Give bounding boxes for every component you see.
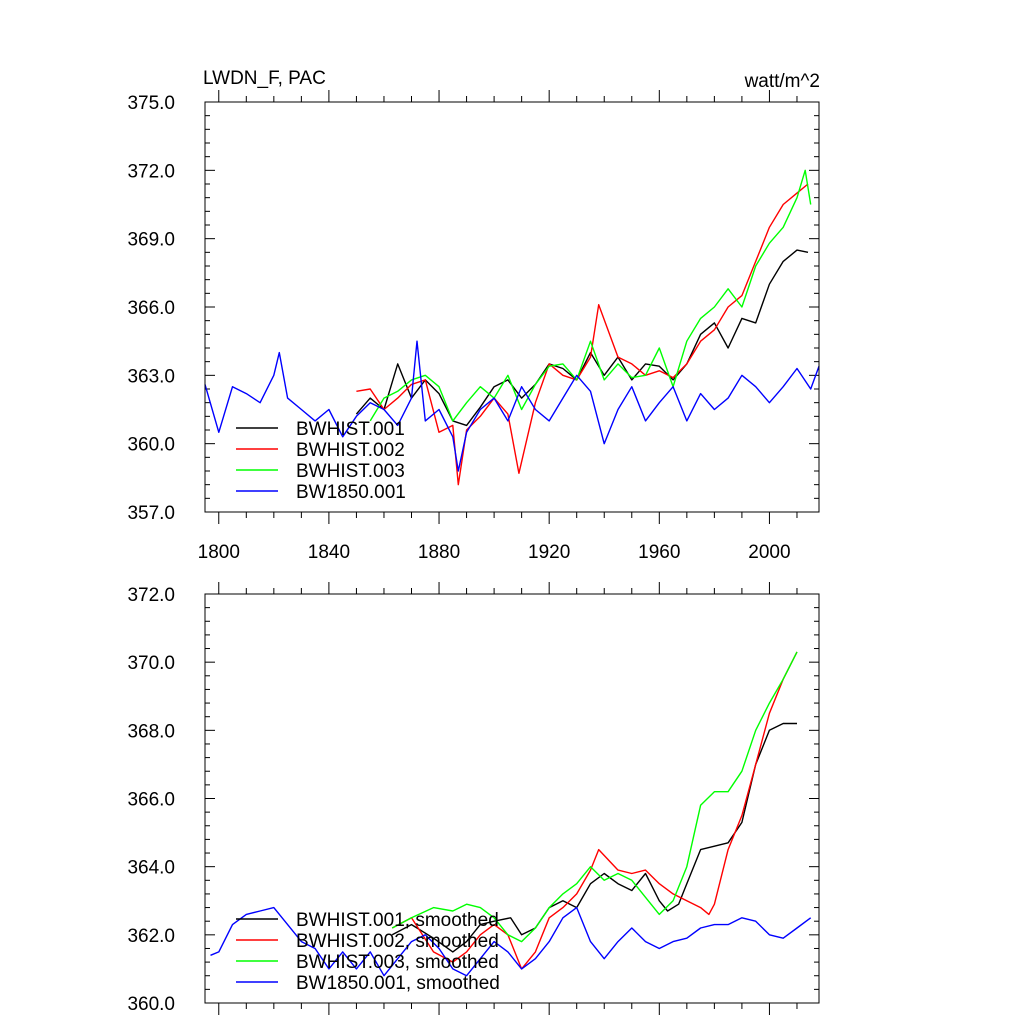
top-x-tick-label: 1840 [308, 542, 350, 563]
top-series-line-1 [356, 183, 809, 486]
top-legend-label: BW1850.001 [296, 482, 406, 503]
top-x-tick-label: 2000 [748, 542, 790, 563]
bottom-y-tick-label: 362.0 [127, 926, 175, 947]
bottom-series-line-2 [391, 651, 798, 943]
bottom-y-tick-label: 364.0 [127, 858, 175, 879]
top-series-line-3 [204, 340, 820, 472]
top-x-tick-label: 1800 [198, 542, 240, 563]
bottom-legend-label: BWHIST.001, smoothed [296, 910, 499, 931]
top-legend-label: BWHIST.003 [296, 461, 405, 482]
top-legend-label: BWHIST.001 [296, 419, 405, 440]
bottom-series-line-1 [391, 651, 798, 970]
bottom-legend-label: BWHIST.002, smoothed [296, 931, 499, 952]
bottom-y-tick-label: 372.0 [127, 585, 175, 606]
units-label: watt/m^2 [744, 71, 820, 92]
top-y-tick-label: 366.0 [127, 298, 175, 319]
top-y-tick-label: 357.0 [127, 503, 175, 524]
bottom-y-tick-label: 370.0 [127, 653, 175, 674]
bottom-panel: 360.0 362.0 364.0 366.0 368.0 370.0 372.0 BWHI… [127, 582, 820, 1015]
bottom-series-lines [210, 651, 812, 977]
bottom-legend-label: BWHIST.003, smoothed [296, 952, 499, 973]
bottom-y-tick-label: 366.0 [127, 790, 175, 811]
top-axes: 357.0 360.0 363.0 366.0 369.0 372.0 375.0 1800 1… [127, 90, 819, 563]
panel-title: LWDN_F, PAC [203, 68, 326, 89]
bottom-series-line-0 [391, 722, 797, 953]
top-y-tick-label: 369.0 [127, 230, 175, 251]
bottom-y-tick-label: 360.0 [127, 994, 175, 1015]
top-panel: LWDN_F, PAC watt/m^2 357.0 360.0 363.0 366.… [127, 68, 820, 563]
top-y-tick-label: 375.0 [127, 93, 175, 114]
top-series-line-0 [355, 249, 809, 427]
top-y-tick-label: 360.0 [127, 435, 175, 456]
top-x-tick-label: 1880 [418, 542, 460, 563]
top-legend-label: BWHIST.002 [296, 440, 405, 461]
bottom-series-line-3 [210, 906, 812, 977]
top-y-tick-label: 363.0 [127, 366, 175, 387]
top-x-tick-label: 1920 [528, 542, 570, 563]
top-y-tick-label: 372.0 [127, 161, 175, 182]
top-series-line-2 [369, 169, 812, 422]
top-x-tick-label: 1960 [638, 542, 680, 563]
bottom-y-tick-label: 368.0 [127, 721, 175, 742]
bottom-legend-label: BW1850.001, smoothed [296, 973, 500, 994]
bottom-plot-frame [204, 593, 820, 1004]
top-plot-frame [204, 101, 820, 513]
top-series-lines [204, 169, 820, 486]
bottom-axes: 360.0 362.0 364.0 366.0 368.0 370.0 372.0 [127, 582, 819, 1015]
